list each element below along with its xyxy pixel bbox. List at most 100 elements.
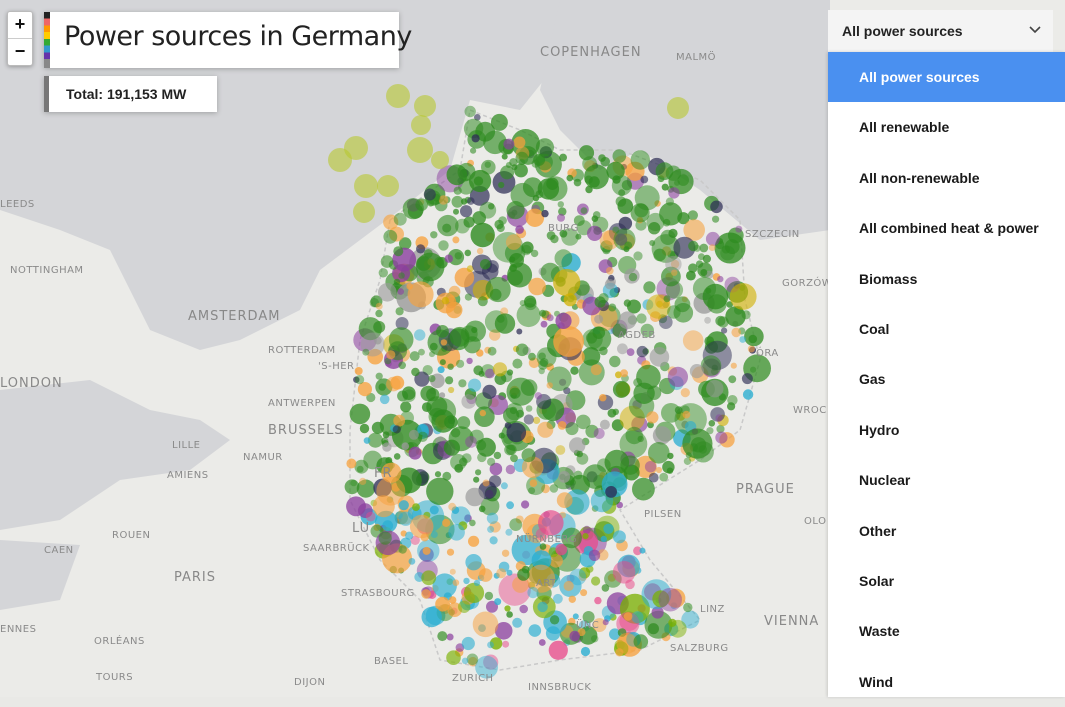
power-plant-marker[interactable]: [582, 156, 597, 172]
power-plant-marker[interactable]: [671, 269, 678, 276]
power-plant-marker[interactable]: [500, 165, 515, 180]
power-plant-marker[interactable]: [739, 336, 747, 343]
power-plant-marker[interactable]: [478, 568, 493, 582]
power-plant-marker[interactable]: [587, 225, 603, 241]
power-plant-marker[interactable]: [747, 345, 756, 353]
power-plant-marker[interactable]: [609, 628, 621, 640]
power-plant-marker[interactable]: [557, 213, 565, 222]
power-plant-marker[interactable]: [585, 424, 599, 438]
power-plant-marker[interactable]: [665, 255, 682, 273]
power-plant-marker[interactable]: [468, 535, 480, 547]
power-plant-marker[interactable]: [630, 203, 650, 223]
power-plant-marker[interactable]: [475, 439, 487, 451]
power-plant-marker[interactable]: [728, 375, 737, 384]
power-plant-marker[interactable]: [393, 246, 404, 257]
power-plant-marker[interactable]: [515, 343, 529, 357]
power-plant-marker[interactable]: [408, 558, 416, 565]
power-plant-marker[interactable]: [454, 267, 475, 288]
power-plant-marker[interactable]: [735, 225, 743, 233]
power-plant-marker[interactable]: [563, 293, 577, 307]
power-plant-marker[interactable]: [446, 633, 454, 641]
power-plant-marker[interactable]: [649, 347, 670, 367]
power-plant-marker[interactable]: [686, 270, 696, 281]
power-plant-marker[interactable]: [594, 596, 602, 605]
power-plant-marker[interactable]: [527, 587, 539, 599]
power-plant-marker[interactable]: [453, 186, 462, 195]
power-plant-marker[interactable]: [472, 611, 499, 638]
power-plant-marker[interactable]: [353, 201, 375, 223]
power-plant-marker[interactable]: [443, 439, 460, 456]
power-plant-marker[interactable]: [661, 266, 681, 287]
power-plant-marker[interactable]: [653, 248, 666, 262]
source-option[interactable]: Coal: [859, 320, 890, 337]
power-plant-marker[interactable]: [598, 154, 606, 162]
power-plant-marker[interactable]: [517, 568, 530, 581]
source-select[interactable]: All power sources: [828, 10, 1053, 52]
power-plant-marker[interactable]: [454, 252, 462, 260]
power-plant-marker[interactable]: [674, 403, 707, 436]
power-plant-marker[interactable]: [437, 214, 459, 237]
power-plant-marker[interactable]: [417, 423, 429, 436]
power-plant-marker[interactable]: [463, 118, 484, 139]
source-option[interactable]: Other: [859, 522, 897, 539]
power-plant-marker[interactable]: [463, 216, 475, 228]
power-plant-marker[interactable]: [444, 254, 453, 263]
power-plant-marker[interactable]: [470, 147, 477, 154]
power-plant-marker[interactable]: [504, 605, 511, 612]
power-plant-marker[interactable]: [521, 241, 534, 254]
power-plant-marker[interactable]: [615, 196, 627, 207]
power-plant-marker[interactable]: [590, 364, 602, 376]
power-plant-marker[interactable]: [461, 657, 469, 664]
source-option[interactable]: Gas: [859, 371, 886, 388]
power-plant-marker[interactable]: [599, 394, 607, 402]
power-plant-marker[interactable]: [662, 218, 671, 227]
source-option[interactable]: All power sources: [828, 52, 1065, 103]
power-plant-marker[interactable]: [437, 366, 445, 374]
power-plant-marker[interactable]: [580, 589, 588, 597]
power-plant-marker[interactable]: [369, 298, 379, 308]
power-plant-marker[interactable]: [533, 416, 541, 424]
power-plant-marker[interactable]: [674, 406, 683, 414]
power-plant-marker[interactable]: [568, 595, 576, 603]
power-plant-marker[interactable]: [378, 531, 392, 545]
zoom-in-button[interactable]: +: [8, 12, 32, 39]
power-plant-marker[interactable]: [553, 593, 563, 604]
power-plant-marker[interactable]: [436, 325, 449, 338]
power-plant-marker[interactable]: [600, 535, 607, 543]
power-plant-marker[interactable]: [591, 215, 599, 222]
power-plant-marker[interactable]: [538, 367, 545, 375]
power-plant-marker[interactable]: [569, 630, 580, 642]
power-plant-marker[interactable]: [570, 366, 579, 375]
power-plant-marker[interactable]: [534, 392, 542, 400]
power-plant-marker[interactable]: [603, 523, 614, 534]
power-plant-marker[interactable]: [452, 236, 460, 244]
power-plant-marker[interactable]: [506, 501, 514, 510]
power-plant-marker[interactable]: [494, 622, 513, 640]
power-plant-marker[interactable]: [569, 568, 587, 586]
power-plant-marker[interactable]: [561, 228, 579, 246]
power-plant-marker[interactable]: [406, 283, 414, 290]
power-plant-marker[interactable]: [466, 653, 479, 666]
power-plant-marker[interactable]: [474, 406, 495, 428]
power-plant-marker[interactable]: [620, 369, 628, 378]
power-plant-marker[interactable]: [483, 654, 499, 670]
power-plant-marker[interactable]: [668, 618, 677, 628]
source-option[interactable]: Biomass: [859, 270, 918, 287]
power-plant-marker[interactable]: [398, 545, 407, 554]
power-plant-marker[interactable]: [463, 582, 485, 604]
power-plant-marker[interactable]: [393, 278, 401, 286]
power-plant-marker[interactable]: [538, 639, 546, 646]
power-plant-marker[interactable]: [490, 113, 508, 131]
power-plant-marker[interactable]: [405, 531, 414, 540]
power-plant-marker[interactable]: [636, 345, 648, 358]
power-plant-marker[interactable]: [503, 407, 520, 424]
power-plant-marker[interactable]: [461, 636, 475, 651]
power-plant-marker[interactable]: [623, 299, 632, 307]
power-plant-marker[interactable]: [411, 367, 420, 377]
power-plant-marker[interactable]: [492, 362, 508, 377]
power-plant-marker[interactable]: [717, 275, 724, 283]
power-plant-marker[interactable]: [636, 313, 647, 324]
power-plant-marker[interactable]: [346, 458, 357, 469]
power-plant-marker[interactable]: [465, 487, 485, 507]
power-plant-marker[interactable]: [724, 239, 740, 255]
